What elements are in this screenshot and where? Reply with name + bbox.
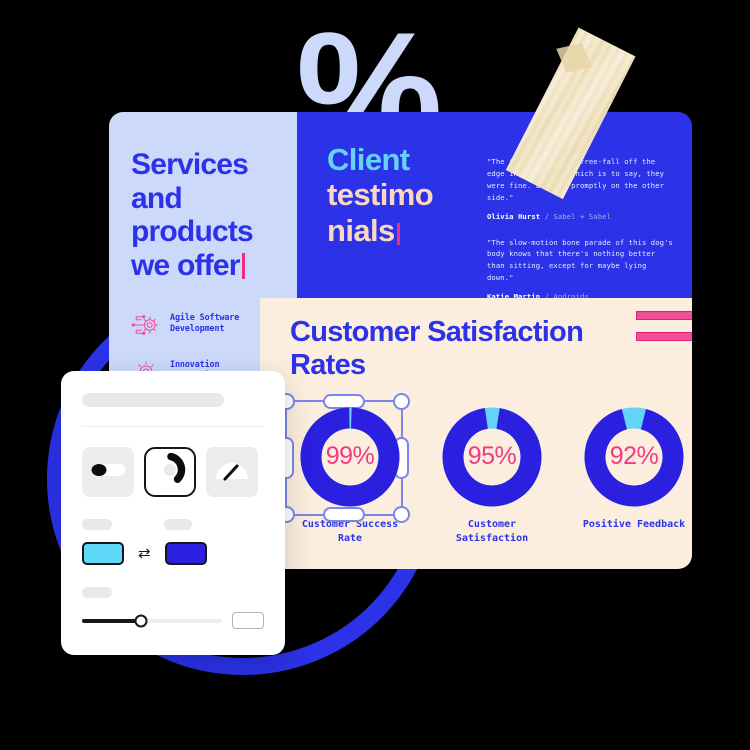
toggle-switch-icon [91,462,125,483]
quote-attribution: Olivia Hurst / Sabel + Sabel [487,212,676,221]
swap-arrows-icon[interactable]: ⇄ [138,545,151,562]
slider-fill [82,618,141,623]
accent-bar [636,311,692,320]
slider-label-placeholder [82,587,112,598]
quote-separator: / [540,211,554,221]
text-cursor-caret [241,252,245,279]
swatch-label-row [82,519,264,530]
quote-separator: / [540,292,554,301]
slider-value-input[interactable] [232,612,264,629]
quote-author: Olivia Hurst [487,211,541,221]
quote-author: Katie Martin [487,292,541,301]
dial-knob-icon [153,452,187,492]
cyan-swatch[interactable] [82,542,124,565]
service-item[interactable]: Agile Software Development [131,310,246,340]
services-panel-top: Services and products we offer [109,112,297,298]
services-heading-line-4: we offer [131,248,240,282]
donut-ring: 92% [582,405,686,509]
slider-row [82,612,264,629]
quote-text: "The slow-motion bone parade of this dog… [487,237,673,283]
donut-chart-customer-success-rate[interactable]: 99% Customer Success Rate [278,392,410,546]
service-item-label: Agile Software Development [170,312,240,334]
circuit-gear-icon [131,310,161,340]
testimonials-heading-line-1: Client [327,142,410,177]
stats-title: Customer Satisfaction Rates [290,316,584,382]
accent-bars [636,311,692,353]
stats-panel: Customer Satisfaction Rates [260,298,692,569]
control-panel-card: ⇄ [61,371,285,655]
swatch-label-placeholder [82,519,112,530]
testimonials-heading: Client testimo nials [327,142,475,298]
donut-ring: 95% [440,405,544,509]
divider [82,426,264,427]
testimonials-heading-line-2: testimo [327,177,434,213]
card-top-row: Services and products we offer Client te… [109,112,692,301]
icon-option-row [82,447,264,497]
blue-swatch[interactable] [164,542,207,565]
dial-knob-option[interactable] [144,447,196,497]
donut-value: 95% [467,442,517,471]
testimonials-panel: Client testimo nials "The fox and the do… [297,112,692,301]
text-cursor-caret [396,222,400,245]
gauge-meter-option[interactable] [206,447,258,497]
donut-value: 99% [325,442,375,471]
swatch-label-placeholder [164,519,192,530]
donut-chart-customer-satisfaction[interactable]: 95% Customer Satisfaction [434,405,550,546]
color-swatch-row: ⇄ [82,542,264,565]
accent-bar [636,332,692,341]
services-heading-line-1: Services [131,148,249,181]
quote-org: Androids [553,292,589,301]
testimonials-heading-line-3: nials [327,213,475,248]
donut-chart-group: 99% Customer Success Rate 95% Custom [278,392,692,546]
quote-attribution: Katie Martin / Androids [487,292,676,301]
quote-item: "The slow-motion bone parade of this dog… [487,237,676,302]
donut-chart-positive-feedback[interactable]: 92% Positive Feedback [576,405,692,546]
donut-label: Positive Feedback [582,518,686,530]
services-heading-line-3: products [131,215,254,249]
services-heading-line-2: and [131,181,183,215]
panel-title-placeholder [82,393,224,407]
slider-thumb[interactable] [134,614,148,627]
services-heading: Services and products we offer [131,148,279,282]
toggle-switch-option[interactable] [82,447,134,497]
quote-org: Sabel + Sabel [553,211,611,221]
donut-value: 92% [609,442,659,471]
slider-track[interactable] [82,614,222,627]
donut-label: Customer Success Rate [301,518,399,544]
donut-label: Customer Satisfaction [455,518,529,544]
gauge-meter-icon [214,459,250,486]
donut-ring: 99% [298,405,402,509]
